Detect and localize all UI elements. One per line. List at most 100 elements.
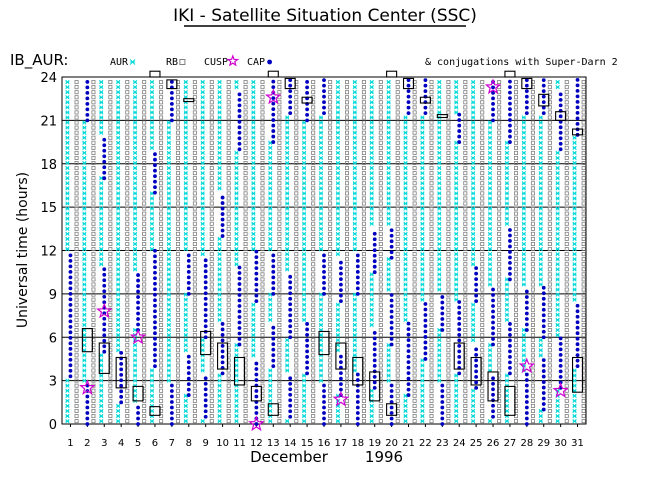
conjugation-box-23 [419, 96, 431, 104]
legend-label-rb: RB [166, 57, 178, 68]
conjugation-box-28 [504, 385, 516, 416]
x-tick-label-9: 9 [202, 438, 208, 449]
y-tick-label-3: 3 [49, 375, 57, 390]
cap-series-day-23 [440, 295, 445, 426]
conjugation-box-15 [301, 96, 313, 104]
aur-series-day-1 [65, 79, 70, 424]
conjugation-box-25 [453, 342, 465, 370]
x-tick-label-3: 3 [101, 438, 107, 449]
day-column-18 [352, 79, 366, 426]
aur-series-day-22 [420, 115, 425, 424]
day-column-11 [234, 79, 248, 424]
x-tick-label-11: 11 [233, 438, 246, 449]
legend-marker-aur [129, 59, 136, 65]
aur-series-day-31 [572, 135, 577, 424]
legend-label-aur: AUR [110, 57, 129, 68]
day-column-1 [65, 79, 79, 424]
rb-series-day-31 [581, 80, 586, 424]
y-tick-labels: 0 3 6 9 12 15 18 21 24 [40, 71, 57, 433]
day-column-27 [504, 79, 519, 424]
conjugation-box-8 [200, 330, 212, 356]
x-tick-label-5: 5 [135, 438, 141, 449]
conjugation-box-29 [504, 70, 516, 78]
x-tick-label-24: 24 [453, 438, 466, 449]
aur-series-day-27 [504, 140, 510, 424]
aur-series-day-26 [487, 120, 493, 424]
day-column-10 [217, 79, 231, 424]
day-column-8 [183, 79, 197, 424]
y-tick-label-9: 9 [49, 288, 57, 303]
day-column-14 [285, 78, 299, 424]
cap-series-day-28 [524, 78, 529, 426]
rb-series-day-27 [514, 80, 519, 424]
aur-series-day-16 [318, 115, 324, 383]
legend-marker-cusp [226, 54, 240, 67]
cusp-star-1 [95, 302, 113, 319]
rb-series-day-1 [74, 80, 79, 424]
cusp-star-0 [79, 379, 96, 395]
aur-series-day-25 [470, 79, 476, 424]
x-tick-label-12: 12 [250, 438, 263, 449]
x-tick-label-15: 15 [301, 438, 314, 449]
y-tick-label-24: 24 [40, 71, 57, 86]
conjugation-box-1 [98, 342, 110, 374]
day-column-2 [82, 80, 96, 426]
day-column-4 [116, 79, 130, 424]
aur-series-day-14 [285, 115, 290, 424]
cap-series-day-14 [288, 78, 293, 419]
conjugation-box-11 [250, 385, 262, 402]
rb-series-day-30 [564, 80, 569, 424]
x-tick-label-2: 2 [84, 438, 90, 449]
rb-series-day-20 [395, 80, 400, 424]
rb-series-day-21 [412, 80, 417, 424]
aur-series-day-10 [217, 79, 222, 424]
x-tick-label-16: 16 [318, 438, 331, 449]
cap-series-day-1 [68, 253, 73, 379]
x-axis-year: 1996 [365, 448, 403, 466]
x-tick-label-4: 4 [118, 438, 124, 449]
conjugation-box-21 [386, 70, 398, 78]
rb-series-day-16 [328, 80, 333, 424]
x-tick-label-20: 20 [385, 438, 398, 449]
conjugation-box-5 [149, 70, 161, 78]
day-column-30 [555, 79, 569, 424]
cap-series-day-6 [153, 152, 157, 369]
aur-series-day-9 [200, 79, 205, 424]
aur-series-day-18 [352, 79, 357, 373]
y-tick-label-18: 18 [40, 158, 57, 173]
x-tick-label-23: 23 [436, 438, 449, 449]
plot-area [61, 70, 587, 432]
day-column-7 [166, 80, 180, 426]
cap-series-day-7 [169, 80, 174, 426]
legend-marker-rb [179, 59, 186, 65]
cusp-star-7 [518, 357, 536, 374]
cap-series-day-11 [237, 92, 242, 347]
legend-item-cusp: CUSP [204, 54, 240, 68]
x-tick-label-28: 28 [520, 438, 533, 449]
conjugation-box-30 [521, 77, 533, 90]
x-tick-label-30: 30 [554, 438, 567, 449]
y-tick-label-12: 12 [40, 245, 57, 260]
rb-series-day-14 [294, 80, 299, 424]
y-tick-label-6: 6 [49, 331, 57, 346]
conjugation-box-6 [166, 79, 178, 90]
rb-series-day-26 [497, 80, 502, 424]
legend-item-aur: AUR [110, 57, 136, 68]
x-tick-label-10: 10 [216, 438, 229, 449]
conjugation-box-2 [115, 356, 127, 389]
conjugation-box-7 [183, 98, 195, 103]
cusp-star-6 [484, 78, 502, 95]
rb-series-day-29 [547, 80, 552, 424]
y-tick-label-15: 15 [40, 201, 57, 216]
aur-series-day-15 [301, 120, 307, 424]
x-axis-label: December [250, 448, 329, 466]
legend-label-cap: CAP [247, 57, 265, 68]
day-column-26 [487, 80, 502, 424]
cap-series-day-15 [305, 80, 309, 376]
day-column-24 [454, 79, 468, 424]
rb-series-day-23 [446, 80, 451, 424]
day-column-9 [200, 79, 214, 424]
conjugation-box-31 [538, 93, 550, 107]
legend-marker-cap [267, 59, 272, 65]
x-tick-label-8: 8 [186, 438, 192, 449]
